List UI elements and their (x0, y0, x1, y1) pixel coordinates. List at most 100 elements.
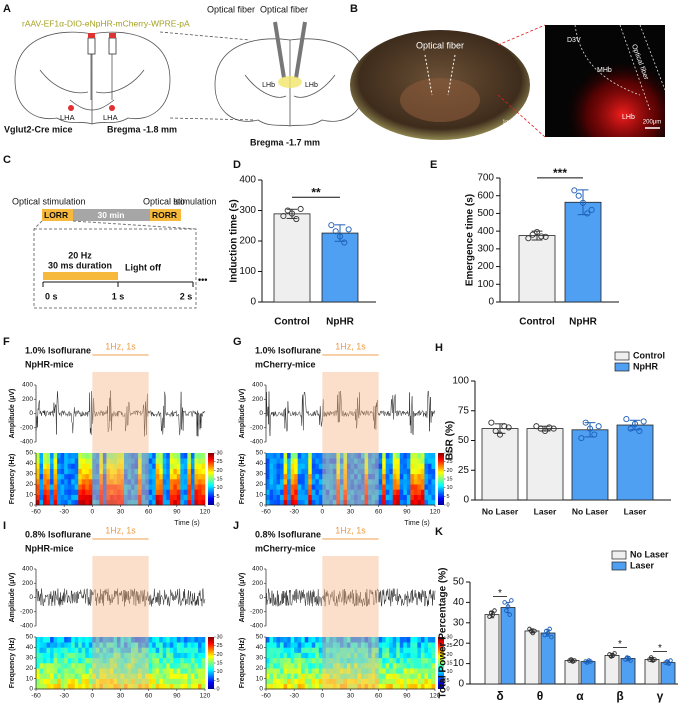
eeg-trace (35, 390, 206, 437)
spectrogram-cell (176, 468, 181, 475)
spectrogram-cell (92, 652, 97, 659)
spectrogram-cell (287, 494, 291, 501)
colorbar-tick-label: 20 (447, 468, 453, 474)
spectrogram-cell (155, 458, 160, 464)
spectrogram-cell (339, 468, 344, 475)
spectrogram-cell (173, 652, 178, 659)
spectrogram-cell (138, 668, 142, 674)
spectrogram-cell (287, 652, 291, 659)
freq-tick-label: 20 (26, 481, 34, 488)
spectrogram-cell (304, 683, 309, 690)
spectrogram-cell (187, 499, 192, 506)
spectrogram-cell (427, 673, 432, 679)
spectrogram-cell (273, 647, 277, 653)
spectrogram-cell (180, 673, 185, 679)
spectrogram-cell (417, 642, 422, 648)
spectrogram-cell (95, 642, 100, 648)
spectrogram-cell (420, 657, 425, 664)
spectrogram-cell (53, 463, 58, 469)
spectrogram-cell (318, 652, 323, 659)
spectrogram-cell (297, 673, 302, 679)
spectrogram-cell (371, 642, 376, 648)
spectrogram-cell (88, 484, 93, 490)
spectrogram-cell (266, 637, 270, 643)
amp-tick-label: 400 (252, 566, 263, 573)
spectrogram-cell (180, 499, 185, 506)
spectrogram-cell (71, 499, 76, 506)
spectrogram-cell (371, 647, 376, 653)
spectrogram-cell (417, 668, 422, 674)
spectrogram-cell (283, 652, 288, 659)
spectrogram-cell (78, 453, 83, 459)
spectrogram-cell (276, 489, 281, 495)
spectrogram-cell (134, 489, 139, 495)
spectrogram-cell (283, 468, 288, 475)
x-tick-label: No Laser (482, 506, 519, 516)
spectrogram-cell (145, 652, 149, 659)
spectrogram-cell (315, 473, 320, 480)
spectrogram-cell (176, 642, 181, 648)
spectrogram-cell (371, 678, 376, 685)
spectrogram-cell (71, 463, 76, 469)
spectrogram-cell (197, 637, 202, 643)
spectrogram-cell (339, 683, 344, 690)
spectrogram-cell (406, 494, 411, 501)
spectrogram-cell (64, 453, 68, 459)
spectrogram-cell (106, 668, 111, 674)
spectrogram-cell (187, 663, 192, 669)
spectrogram-cell (197, 463, 202, 469)
spectrogram-cell (36, 453, 40, 459)
spectrogram-cell (424, 657, 429, 664)
spectrogram-cell (190, 678, 195, 685)
spectrogram-cell (431, 637, 436, 643)
spectrogram-cell (78, 463, 83, 469)
spectrogram-cell (336, 668, 341, 674)
spectrogram-cell (389, 637, 394, 643)
spectrogram-cell (71, 678, 76, 685)
spectrogram-cell (361, 479, 365, 485)
spectrogram-cell (371, 458, 376, 464)
spectrogram-cell (124, 678, 128, 685)
spectrogram-cell (399, 642, 404, 648)
spectrogram-cell (273, 673, 277, 679)
spectrogram-cell (124, 473, 128, 480)
spectrogram-cell (53, 637, 58, 643)
spectrogram-cell (67, 673, 72, 679)
colorbar-tick-label: 10 (447, 485, 453, 491)
spectrogram-cell (155, 463, 160, 469)
spectrogram-cell (71, 663, 76, 669)
spectrogram-cell (325, 668, 330, 674)
spectrogram-cell (173, 657, 178, 664)
spectrogram-cell (427, 489, 432, 495)
spectrogram-cell (50, 453, 54, 459)
spectrogram-cell (371, 663, 376, 669)
spectrogram-cell (417, 453, 422, 459)
colorbar (208, 637, 214, 689)
spectrogram-cell (427, 458, 432, 464)
spectrogram-cell (297, 642, 302, 648)
spectrogram-cell (294, 479, 298, 485)
bar (580, 661, 596, 685)
spectrogram-cell (88, 479, 93, 485)
spectrogram-cell (392, 642, 397, 648)
region-label: LHA (60, 113, 75, 122)
spectrogram-cell (403, 683, 408, 690)
spectrogram-cell (85, 499, 90, 506)
spectrogram-cell (169, 678, 174, 685)
scale-label: 1mm (502, 119, 513, 125)
freq-tick-label: 10 (256, 675, 264, 682)
spectrogram-cell (276, 647, 281, 653)
spectrogram-cell (141, 494, 146, 501)
spectrogram-cell (368, 642, 372, 648)
spectrogram-cell (399, 473, 404, 480)
spectrogram-cell (361, 642, 365, 648)
spectrogram-cell (127, 668, 132, 674)
spectrogram-cell (71, 468, 76, 475)
spectrogram-cell (81, 479, 86, 485)
spectrogram-cell (389, 683, 394, 690)
spectrogram-cell (350, 479, 355, 485)
spectrogram-cell (116, 473, 121, 480)
spectrogram-cell (194, 479, 199, 485)
spectrogram-cell (187, 652, 192, 659)
